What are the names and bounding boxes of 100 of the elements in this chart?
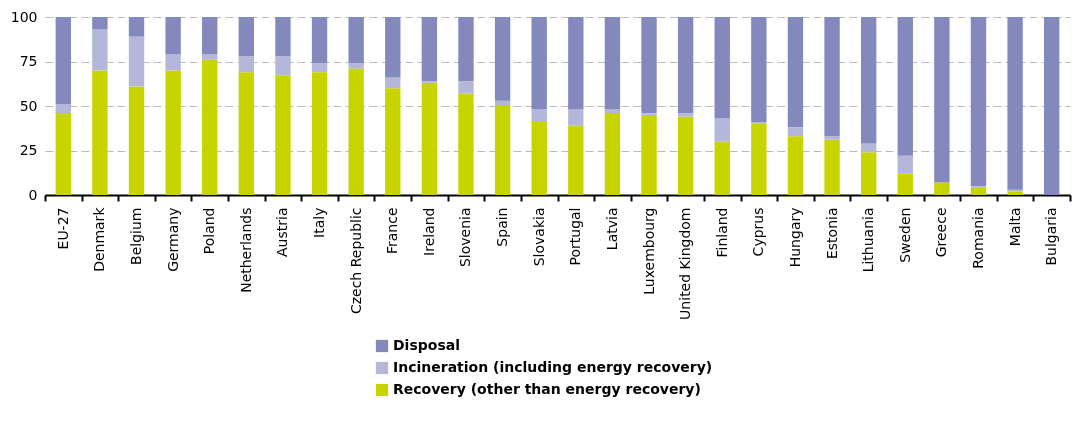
bar [751, 17, 767, 123]
bar [165, 54, 181, 71]
bar [714, 141, 730, 195]
x-tick-label: Hungary [786, 207, 803, 268]
y-tick-label: 25 [19, 142, 38, 158]
legend-label: Incineration (including energy recovery) [393, 359, 713, 375]
x-tick-label: United Kingdom [677, 207, 694, 320]
bar [641, 114, 657, 195]
bar [568, 109, 584, 126]
bar [970, 17, 987, 187]
bar [165, 17, 181, 55]
bar [751, 123, 767, 195]
bar [92, 29, 108, 71]
bar [824, 139, 840, 195]
bar [494, 100, 511, 106]
bar [934, 182, 950, 195]
x-tick-label: Portugal [567, 207, 584, 266]
bar [385, 77, 401, 89]
bar [568, 125, 584, 195]
bar [275, 56, 291, 76]
bar [531, 122, 547, 195]
bar [238, 56, 255, 73]
bar [677, 17, 694, 114]
bar [677, 113, 694, 117]
bar [641, 17, 657, 114]
bar [275, 75, 291, 195]
bar [128, 17, 145, 37]
x-tick-label: Austria [274, 207, 291, 257]
legend-label: Disposal [393, 337, 460, 353]
bar [860, 143, 877, 153]
bar [568, 17, 584, 110]
bar [238, 72, 255, 195]
y-tick-label: 100 [10, 8, 38, 25]
y-tick-label: 50 [19, 97, 38, 114]
y-tick-label: 0 [28, 186, 38, 203]
bar [897, 17, 913, 156]
x-tick-label: Finland [713, 207, 730, 258]
bar [238, 17, 255, 57]
bar [714, 17, 730, 119]
x-tick-label: Lithuania [860, 207, 877, 273]
x-tick-label: Latvia [603, 207, 620, 251]
bar [385, 17, 401, 78]
bar [202, 59, 218, 195]
x-tick-label: Bulgaria [1043, 207, 1060, 266]
x-tick-label: Italy [311, 207, 328, 238]
bar [787, 17, 804, 128]
bar [458, 17, 474, 82]
bar [677, 116, 694, 195]
legend-label: Recovery (other than energy recovery) [393, 381, 701, 397]
bar [604, 17, 621, 110]
bar [824, 136, 840, 140]
x-tick-label: Cyprus [750, 207, 767, 257]
bar [165, 70, 181, 195]
x-tick-label: Czech Republic [347, 207, 364, 315]
bar [714, 118, 730, 142]
x-tick-label: Estonia [823, 207, 840, 260]
bar [787, 127, 804, 137]
bar [128, 36, 145, 87]
x-tick-label: Denmark [91, 206, 108, 272]
bar [311, 72, 328, 195]
bar [55, 104, 71, 114]
bar [787, 136, 804, 195]
x-tick-label: Ireland [420, 207, 437, 256]
bar [860, 17, 877, 144]
x-tick-label: Romania [969, 207, 986, 269]
bar [55, 113, 71, 195]
y-tick-label: 75 [19, 53, 38, 69]
bar [348, 63, 364, 69]
bar [128, 86, 145, 195]
x-tick-label: Greece [933, 207, 950, 258]
bar [970, 187, 987, 195]
x-tick-label: Luxembourg [640, 207, 657, 295]
bar [897, 173, 913, 195]
bar [531, 109, 547, 123]
bar [458, 93, 474, 195]
bar [421, 82, 438, 195]
bar [421, 17, 438, 82]
bar [1044, 17, 1060, 195]
bar [202, 54, 218, 60]
bar [860, 152, 877, 195]
bar [92, 70, 108, 195]
x-tick-label: EU-27 [54, 207, 71, 250]
bar [531, 17, 547, 110]
x-tick-label: Germany [164, 207, 181, 272]
bar [275, 17, 291, 57]
bar [1007, 17, 1023, 190]
x-tick-label: Netherlands [237, 207, 254, 293]
bar [311, 63, 328, 73]
bar [202, 17, 218, 55]
x-tick-label: Spain [494, 207, 511, 247]
bar [897, 155, 913, 174]
x-tick-label: Poland [201, 207, 218, 255]
x-tick-label: Sweden [896, 207, 913, 263]
bar [494, 106, 511, 195]
bar [604, 113, 621, 195]
x-tick-label: Belgium [128, 207, 145, 265]
bar [348, 68, 364, 195]
bar [311, 17, 328, 64]
bar [458, 81, 474, 94]
bar [494, 17, 511, 101]
